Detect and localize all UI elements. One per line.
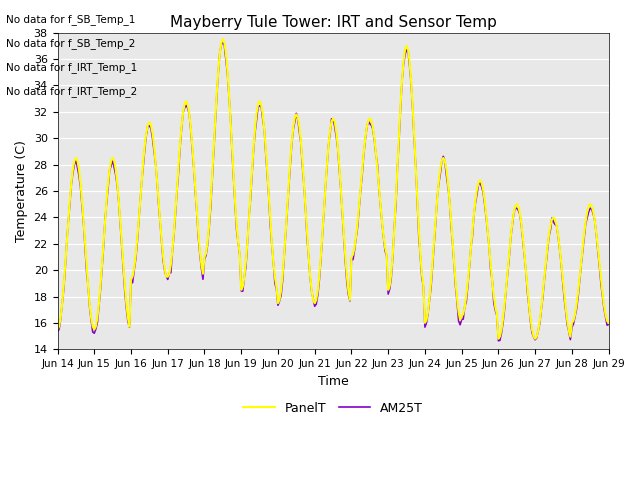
PanelT — [387, 271, 395, 276]
PanelT — [219, 36, 227, 42]
Y-axis label: Temperature (C): Temperature (C) — [15, 140, 28, 242]
AM25T — [387, 274, 395, 280]
AM25T — [54, 328, 61, 334]
PanelT — [541, 275, 548, 281]
X-axis label: Time: Time — [317, 374, 348, 387]
AM25T — [369, 126, 377, 132]
PanelT — [69, 167, 77, 172]
Text: No data for f_SB_Temp_1: No data for f_SB_Temp_1 — [6, 14, 136, 25]
PanelT — [369, 125, 377, 131]
AM25T — [156, 219, 164, 225]
PanelT — [605, 320, 612, 326]
PanelT — [495, 336, 502, 342]
Text: No data for f_IRT_Temp_1: No data for f_IRT_Temp_1 — [6, 62, 138, 73]
Line: AM25T: AM25T — [58, 41, 609, 341]
AM25T — [495, 338, 502, 344]
AM25T — [541, 277, 548, 283]
AM25T — [69, 170, 77, 176]
PanelT — [399, 59, 407, 65]
Legend: PanelT, AM25T: PanelT, AM25T — [238, 397, 428, 420]
Text: No data for f_IRT_Temp_2: No data for f_IRT_Temp_2 — [6, 86, 138, 97]
AM25T — [399, 62, 407, 68]
PanelT — [54, 326, 61, 332]
Text: No data for f_SB_Temp_2: No data for f_SB_Temp_2 — [6, 38, 136, 49]
PanelT — [156, 218, 164, 224]
AM25T — [605, 322, 612, 327]
AM25T — [219, 38, 227, 44]
Line: PanelT: PanelT — [58, 39, 609, 339]
Title: Mayberry Tule Tower: IRT and Sensor Temp: Mayberry Tule Tower: IRT and Sensor Temp — [170, 15, 497, 30]
